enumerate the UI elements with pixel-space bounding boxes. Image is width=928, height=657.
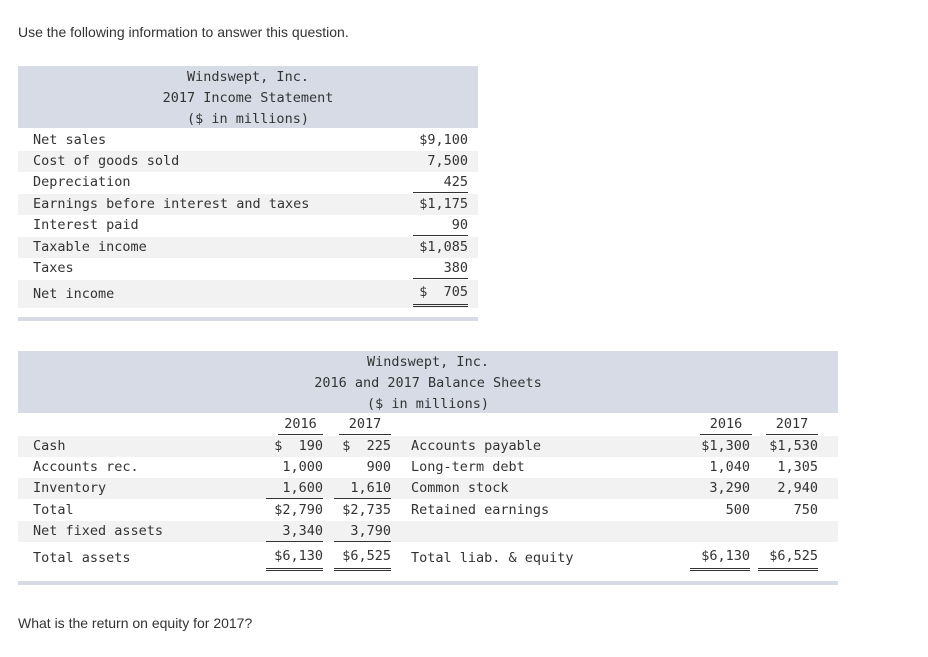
liab-2017: $6,525: [758, 544, 818, 571]
liab-2016: 500: [725, 502, 750, 518]
row-label: Net income: [33, 286, 115, 302]
asset-col-2016: 2016: [278, 415, 323, 435]
table-row: Taxable income $1,085: [18, 237, 478, 258]
asset-label: Cash: [33, 438, 66, 454]
table-row: Net income $ 705: [18, 280, 478, 308]
liab-2017: 750: [793, 502, 818, 518]
row-value: $1,085: [419, 239, 468, 255]
asset-2016: $6,130: [266, 544, 323, 571]
row-label: Earnings before interest and taxes: [33, 196, 310, 212]
asset-label: Accounts rec.: [33, 459, 139, 475]
statement-title: 2016 and 2017 Balance Sheets: [314, 375, 542, 391]
asset-2016: 1,000: [282, 459, 323, 475]
liab-label: Common stock: [411, 480, 509, 496]
liab-col-2017: 2017: [766, 415, 818, 435]
intro-text: Use the following information to answer …: [18, 24, 349, 40]
balance-sheet-header: Windswept, Inc. 2016 and 2017 Balance Sh…: [18, 351, 838, 413]
statement-title: 2017 Income Statement: [162, 90, 334, 106]
row-label: Net sales: [33, 132, 107, 148]
asset-2017: 900: [366, 459, 391, 475]
income-statement-header: Windswept, Inc. 2017 Income Statement ($…: [18, 66, 478, 128]
table-row: Net sales $9,100: [18, 130, 478, 151]
asset-label: Total assets: [33, 550, 131, 566]
row-value: $1,175: [419, 196, 468, 212]
column-header-row: 2016 2017 2016 2017: [18, 415, 838, 436]
company-name: Windswept, Inc.: [187, 69, 309, 85]
liab-label: Total liab. & equity: [411, 550, 574, 566]
liab-label: Retained earnings: [411, 502, 550, 518]
units-label: ($ in millions): [367, 396, 489, 412]
liab-2017: 1,305: [777, 459, 818, 475]
row-label: Cost of goods sold: [33, 153, 180, 169]
liab-2016: 1,040: [709, 459, 750, 475]
row-value: 90: [413, 215, 468, 236]
liab-label: Accounts payable: [411, 438, 542, 454]
table-row: Taxes 380: [18, 258, 478, 279]
liab-2017: 2,940: [777, 480, 818, 496]
liab-2016: $1,300: [701, 438, 750, 454]
table-row: Total assets $6,130 $6,525 Total liab. &…: [18, 544, 838, 574]
row-value: 7,500: [427, 153, 468, 169]
liab-col-2016: 2016: [700, 415, 752, 435]
units-label: ($ in millions): [187, 111, 309, 127]
asset-2017: $ 225: [342, 438, 391, 454]
row-value: 425: [413, 172, 468, 193]
asset-label: Net fixed assets: [33, 523, 164, 539]
question-text: What is the return on equity for 2017?: [18, 615, 253, 631]
table-row: Cash $ 190 $ 225 Accounts payable $1,300…: [18, 436, 838, 457]
asset-2016: 1,600: [266, 478, 323, 499]
table-row: Inventory 1,600 1,610 Common stock 3,290…: [18, 478, 838, 499]
table-footer-bar: [18, 317, 478, 321]
asset-2017: 3,790: [334, 521, 391, 542]
company-name: Windswept, Inc.: [367, 354, 489, 370]
table-row: Depreciation 425: [18, 172, 478, 193]
asset-2016: 3,340: [266, 521, 323, 542]
table-footer-bar: [18, 581, 838, 585]
liab-2016: 3,290: [709, 480, 750, 496]
table-row: Earnings before interest and taxes $1,17…: [18, 194, 478, 215]
asset-2016: $ 190: [274, 438, 323, 454]
row-label: Interest paid: [33, 217, 139, 233]
liab-2016: $6,130: [690, 544, 750, 571]
asset-2017: $6,525: [334, 544, 391, 571]
table-row: Cost of goods sold 7,500: [18, 151, 478, 172]
row-label: Taxable income: [33, 239, 147, 255]
table-row: Accounts rec. 1,000 900 Long-term debt 1…: [18, 457, 838, 478]
row-label: Depreciation: [33, 174, 131, 190]
asset-2017: 1,610: [334, 478, 391, 499]
row-value: $9,100: [419, 132, 468, 148]
asset-label: Inventory: [33, 480, 107, 496]
row-label: Taxes: [33, 260, 74, 276]
asset-col-2017: 2017: [339, 415, 391, 435]
liab-label: Long-term debt: [411, 459, 525, 475]
asset-2016: $2,790: [274, 502, 323, 518]
asset-2017: $2,735: [342, 502, 391, 518]
row-value: 380: [413, 258, 468, 279]
table-row: Total $2,790 $2,735 Retained earnings 50…: [18, 500, 838, 521]
row-value: $ 705: [413, 280, 468, 307]
table-row: Interest paid 90: [18, 215, 478, 236]
asset-label: Total: [33, 502, 74, 518]
table-row: Net fixed assets 3,340 3,790: [18, 521, 838, 542]
liab-2017: $1,530: [769, 438, 818, 454]
